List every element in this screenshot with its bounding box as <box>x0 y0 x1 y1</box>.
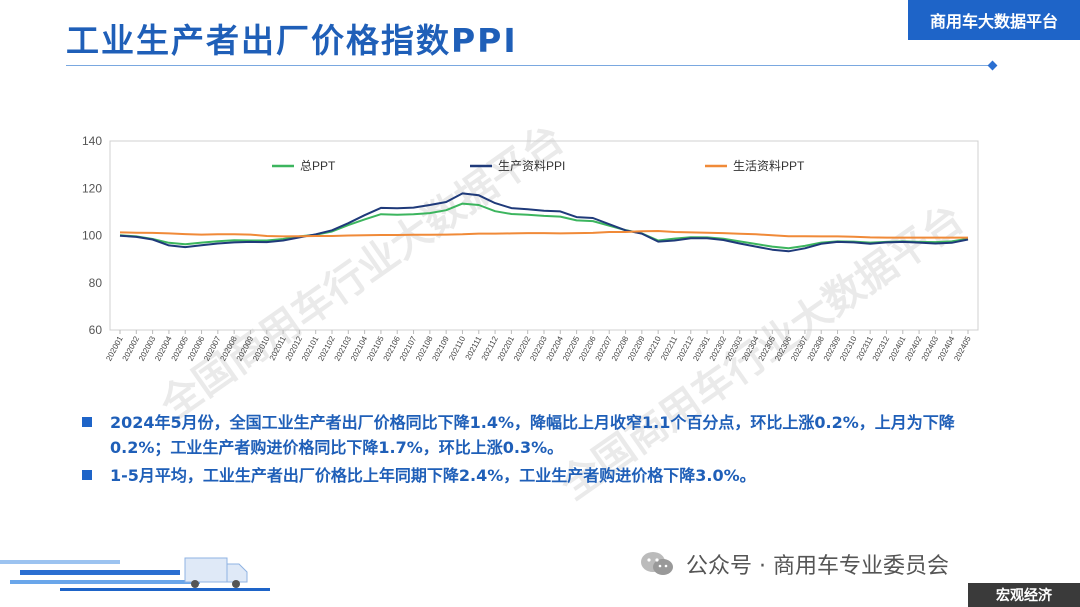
wechat-account: 公众号 · 商用车专业委员会 <box>640 548 949 580</box>
series-line <box>119 230 968 239</box>
notes-list: 2024年5月份，全国工业生产者出厂价格同比下降1.4%，降幅比上月收窄1.1个… <box>82 410 992 491</box>
legend-label: 总PPT <box>300 159 336 173</box>
y-tick-label: 60 <box>89 323 103 337</box>
truck-graphic <box>0 557 270 591</box>
wechat-icon <box>641 552 673 575</box>
series-line <box>119 192 969 253</box>
page-title: 工业生产者出厂价格指数PPI <box>66 21 518 60</box>
y-tick-label: 80 <box>89 276 103 290</box>
title-divider <box>66 65 992 66</box>
section-tag: 宏观经济 <box>968 583 1080 607</box>
ppi-chart: 60 80 100 120 140 202001 202002 202003 202004 202… <box>82 134 979 363</box>
legend-label: 生活资料PPT <box>733 159 805 173</box>
y-tick-label: 120 <box>82 181 102 195</box>
square-bullet-icon <box>82 417 92 427</box>
y-tick-label: 140 <box>82 134 102 148</box>
legend-label: 生产资料PPI <box>498 159 565 173</box>
note-text: 1-5月平均，工业生产者出厂价格比上年同期下降2.4%，工业生产者购进价格下降3… <box>110 466 756 485</box>
ppi-line-chart-svg: 6080100120140202001202002202003202004202… <box>82 134 979 363</box>
square-bullet-icon <box>82 470 92 480</box>
wechat-label: 公众号 · 商用车专业委员会 <box>686 554 949 579</box>
note-item: 1-5月平均，工业生产者出厂价格比上年同期下降2.4%，工业生产者购进价格下降3… <box>82 463 992 488</box>
note-item: 2024年5月份，全国工业生产者出厂价格同比下降1.4%，降幅比上月收窄1.1个… <box>82 410 992 460</box>
y-tick-label: 100 <box>82 229 102 243</box>
note-text: 2024年5月份，全国工业生产者出厂价格同比下降1.4%，降幅比上月收窄1.1个… <box>110 413 955 457</box>
brand-badge: 商用车大数据平台 <box>908 0 1080 40</box>
